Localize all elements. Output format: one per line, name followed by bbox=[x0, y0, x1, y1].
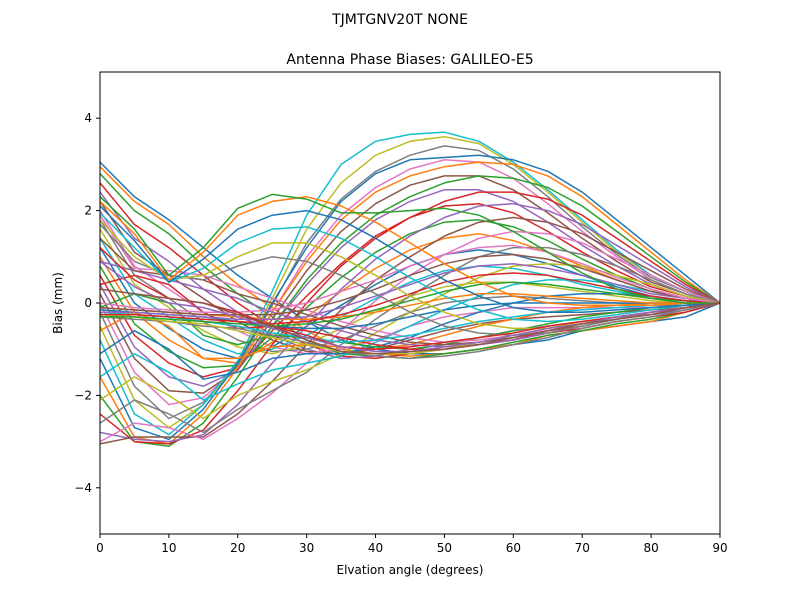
series-line-51 bbox=[99, 205, 721, 313]
figure-suptitle: TJMTGNV20T NONE bbox=[331, 12, 468, 28]
plot-area: 0 10 20 30 40 50 60 70 80 90 −4 −2 0 2 4 bbox=[74, 71, 728, 555]
x-tick-label: 90 bbox=[712, 541, 727, 555]
series-line-47 bbox=[99, 244, 721, 313]
y-tick-label: −4 bbox=[74, 481, 92, 495]
y-tick-label: −2 bbox=[74, 388, 92, 402]
x-tick-label: 80 bbox=[643, 541, 658, 555]
series-line-17 bbox=[99, 159, 721, 406]
series-line-24 bbox=[99, 191, 721, 445]
series-line-38 bbox=[99, 302, 721, 360]
series-layer bbox=[99, 131, 721, 447]
series-line-20 bbox=[99, 131, 721, 436]
series-line-26 bbox=[99, 216, 721, 445]
x-tick-label: 30 bbox=[299, 541, 314, 555]
x-tick-label: 50 bbox=[437, 541, 452, 555]
y-tick-label: 0 bbox=[84, 296, 92, 310]
series-line-52 bbox=[99, 195, 720, 307]
series-line-45 bbox=[100, 262, 721, 320]
series-line-22 bbox=[99, 161, 721, 445]
x-axis: 0 10 20 30 40 50 60 70 80 90 bbox=[96, 534, 728, 555]
series-line-2 bbox=[99, 166, 721, 357]
series-line-16 bbox=[99, 175, 721, 394]
series-line-46 bbox=[99, 253, 721, 316]
y-tick-label: 4 bbox=[84, 111, 92, 125]
series-line-43 bbox=[100, 281, 721, 327]
y-axis: −4 −2 0 2 4 bbox=[74, 111, 100, 495]
series-line-10 bbox=[99, 237, 721, 355]
x-tick-label: 70 bbox=[575, 541, 590, 555]
series-line-25 bbox=[99, 202, 721, 443]
series-line-21 bbox=[99, 154, 721, 441]
x-axis-label: Elvation angle (degrees) bbox=[337, 563, 484, 577]
series-line-18 bbox=[99, 145, 721, 420]
series-line-53 bbox=[99, 193, 720, 304]
x-tick-label: 10 bbox=[161, 541, 176, 555]
series-line-23 bbox=[99, 175, 721, 447]
chart-title: Antenna Phase Biases: GALILEO-E5 bbox=[286, 52, 533, 68]
series-line-50 bbox=[99, 212, 721, 323]
y-tick-label: 2 bbox=[84, 204, 92, 218]
x-tick-label: 20 bbox=[230, 541, 245, 555]
y-axis-label: Bias (mm) bbox=[51, 272, 65, 334]
x-tick-label: 60 bbox=[506, 541, 521, 555]
x-tick-label: 40 bbox=[368, 541, 383, 555]
series-line-56 bbox=[99, 288, 721, 355]
x-tick-label: 0 bbox=[96, 541, 104, 555]
